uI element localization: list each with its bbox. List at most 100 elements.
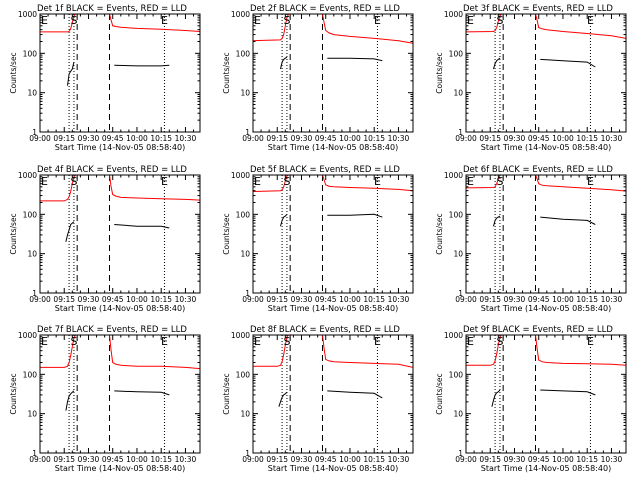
- panel-6: Det 6f BLACK = Events, RED = LLD 1 10 100 10…: [435, 165, 627, 313]
- series-events-line: [114, 64, 170, 67]
- plot-frame: [39, 334, 201, 454]
- series-lld-line: [109, 174, 201, 201]
- y-tick-label: 10: [453, 250, 463, 259]
- series-events-line: [493, 215, 501, 227]
- x-tick-label: 09:30: [78, 295, 100, 304]
- x-tick-label: 10:15: [150, 455, 172, 464]
- series-events-line: [65, 221, 75, 242]
- event-marker-e: E: [161, 14, 168, 27]
- series-events-line: [327, 390, 383, 399]
- x-tick-label: 09:45: [528, 455, 550, 464]
- panel-title: Det 1f BLACK = Events, RED = LLD: [37, 4, 187, 14]
- y-tick-label: 1000: [18, 10, 37, 19]
- x-tick-label: 09:45: [315, 295, 337, 304]
- series-events-line: [114, 224, 170, 229]
- panel-4: Det 4f BLACK = Events, RED = LLD 1 10 100 10…: [9, 165, 201, 313]
- x-tick-label: 09:15: [53, 134, 75, 143]
- y-axis-label: Counts/sec: [435, 373, 444, 414]
- series-events-line: [67, 61, 75, 86]
- panel-title: Det 8f BLACK = Events, RED = LLD: [250, 325, 400, 335]
- series-lld-line: [40, 334, 78, 368]
- y-tick-label: 100: [236, 49, 251, 58]
- x-tick-label: 09:15: [266, 295, 288, 304]
- y-tick-label: 10: [453, 89, 463, 98]
- y-tick-label: 100: [449, 370, 464, 379]
- panel-title: Det 5f BLACK = Events, RED = LLD: [250, 165, 400, 175]
- panel-title: Det 7f BLACK = Events, RED = LLD: [37, 325, 187, 335]
- series-events-line: [493, 57, 501, 70]
- event-marker-s: S: [283, 14, 290, 27]
- x-tick-label: 09:00: [29, 295, 51, 304]
- x-axis-label: Start Time (14-Nov-05 08:58:40): [481, 304, 611, 313]
- x-axis-label: Start Time (14-Nov-05 08:58:40): [55, 143, 185, 152]
- event-marker-e: E: [587, 175, 594, 188]
- event-marker-e: E: [161, 335, 168, 348]
- x-axis-label: Start Time (14-Nov-05 08:58:40): [268, 464, 398, 473]
- x-tick-label: 09:30: [78, 134, 100, 143]
- event-marker-s: S: [70, 175, 77, 188]
- series-lld-line: [535, 13, 627, 39]
- series-events-line: [327, 57, 383, 62]
- plot-frame: [252, 334, 414, 454]
- plot-frame: [465, 334, 627, 454]
- series-events-line: [114, 390, 170, 396]
- y-axis-label: Counts/sec: [9, 52, 18, 93]
- event-marker-e: E: [254, 175, 261, 188]
- y-tick-label: 1000: [231, 10, 250, 19]
- x-tick-label: 10:00: [552, 134, 574, 143]
- series-lld-line: [535, 174, 627, 192]
- x-tick-label: 10:30: [601, 134, 623, 143]
- y-tick-label: 1000: [18, 171, 37, 180]
- x-tick-label: 09:30: [291, 295, 313, 304]
- event-marker-e: E: [587, 14, 594, 27]
- event-marker-s: S: [496, 14, 503, 27]
- x-tick-label: 10:00: [552, 455, 574, 464]
- series-lld-line: [322, 13, 414, 44]
- panel-title: Det 3f BLACK = Events, RED = LLD: [463, 4, 613, 14]
- x-tick-label: 10:00: [126, 455, 148, 464]
- y-axis-label: Counts/sec: [435, 52, 444, 93]
- x-axis-label: Start Time (14-Nov-05 08:58:40): [55, 464, 185, 473]
- x-tick-label: 10:00: [126, 134, 148, 143]
- x-tick-label: 09:30: [291, 455, 313, 464]
- x-tick-label: 10:15: [150, 295, 172, 304]
- y-tick-label: 10: [240, 410, 250, 419]
- y-tick-label: 100: [236, 210, 251, 219]
- panel-title: Det 9f BLACK = Events, RED = LLD: [463, 325, 613, 335]
- x-tick-label: 09:45: [315, 134, 337, 143]
- event-marker-s: S: [70, 14, 77, 27]
- x-tick-label: 10:30: [175, 295, 197, 304]
- event-marker-e: E: [374, 335, 381, 348]
- x-tick-label: 10:00: [126, 295, 148, 304]
- series-lld-line: [253, 334, 291, 367]
- y-axis-label: Counts/sec: [222, 52, 231, 93]
- y-tick-label: 10: [240, 250, 250, 259]
- y-tick-label: 10: [453, 410, 463, 419]
- x-tick-label: 10:00: [339, 134, 361, 143]
- x-tick-label: 10:15: [576, 134, 598, 143]
- x-tick-label: 10:30: [388, 455, 410, 464]
- plot-frame: [252, 174, 414, 294]
- event-marker-e: E: [467, 175, 474, 188]
- y-tick-label: 1: [458, 289, 463, 298]
- series-events-line: [65, 390, 75, 411]
- panel-title: Det 6f BLACK = Events, RED = LLD: [463, 165, 613, 175]
- series-lld-line: [109, 13, 201, 32]
- y-tick-label: 10: [240, 89, 250, 98]
- x-tick-label: 09:15: [479, 295, 501, 304]
- x-tick-label: 09:45: [102, 134, 124, 143]
- panel-title: Det 2f BLACK = Events, RED = LLD: [250, 4, 400, 14]
- y-tick-label: 100: [449, 210, 464, 219]
- y-tick-label: 1: [245, 449, 250, 458]
- x-tick-label: 10:15: [363, 295, 385, 304]
- y-axis-label: Counts/sec: [435, 213, 444, 254]
- x-axis-label: Start Time (14-Nov-05 08:58:40): [268, 143, 398, 152]
- x-tick-label: 09:45: [315, 455, 337, 464]
- y-tick-label: 100: [23, 370, 38, 379]
- x-axis-label: Start Time (14-Nov-05 08:58:40): [268, 304, 398, 313]
- series-lld-line: [252, 13, 291, 42]
- x-axis-label: Start Time (14-Nov-05 08:58:40): [481, 143, 611, 152]
- x-tick-label: 09:00: [29, 455, 51, 464]
- x-tick-label: 10:30: [601, 295, 623, 304]
- series-lld-line: [322, 334, 414, 368]
